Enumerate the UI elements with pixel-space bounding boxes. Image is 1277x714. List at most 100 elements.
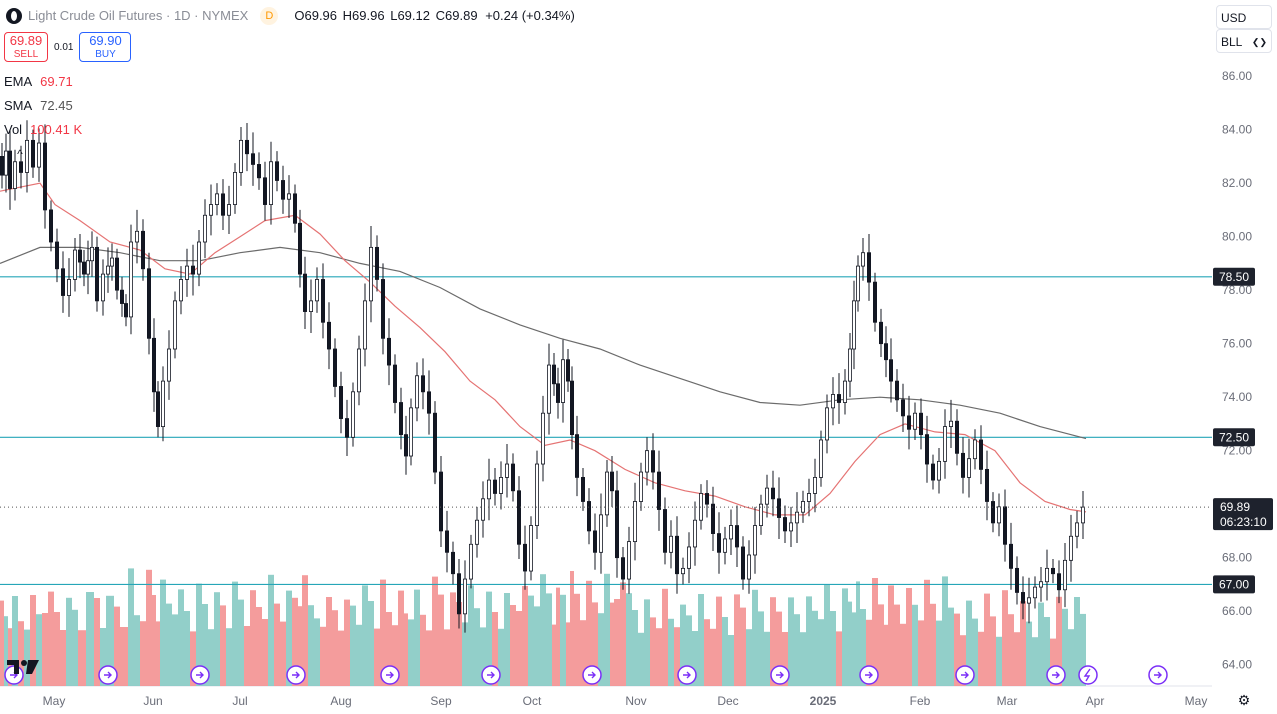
volume-bar — [852, 612, 856, 686]
candle-body — [621, 557, 626, 580]
volume-bar — [638, 632, 644, 686]
volume-bar — [1038, 602, 1044, 686]
volume-bar — [856, 581, 860, 686]
candle-body — [398, 402, 403, 436]
volume-bar — [668, 618, 674, 686]
volume-bar — [214, 592, 220, 686]
volume-bar — [680, 604, 686, 686]
event-arrow-icon — [104, 671, 112, 679]
candle-body — [362, 300, 367, 350]
event-arrow-icon — [386, 671, 394, 679]
sma-line — [0, 246, 1087, 440]
indicator-ema[interactable]: EMA 69.71 — [4, 74, 73, 89]
candle-body — [308, 300, 313, 312]
volume-bar — [286, 590, 292, 686]
volume-bar — [94, 598, 100, 686]
candle-body — [753, 525, 758, 556]
volume-bar — [120, 627, 128, 686]
candle-body — [314, 279, 319, 302]
volume-bar — [72, 609, 78, 686]
candle-body — [735, 525, 740, 548]
volume-bar — [1074, 597, 1080, 686]
candle-body — [208, 204, 213, 216]
volume-bar — [632, 610, 638, 686]
volume-bar — [586, 580, 592, 686]
volume-bar — [728, 635, 734, 686]
candle-body — [931, 463, 936, 481]
indicator-sma[interactable]: SMA 72.45 — [4, 98, 73, 113]
candle-body — [332, 348, 337, 387]
candle-body — [320, 279, 325, 323]
volume-bar — [686, 615, 692, 686]
candle-body — [124, 303, 129, 318]
candle-body — [274, 161, 279, 181]
candle-body — [338, 386, 343, 419]
volume-bar — [232, 581, 238, 686]
last-price-tag — [1213, 498, 1273, 531]
symbol-title[interactable]: Light Crude Oil Futures · 1D · NYMEX — [28, 8, 249, 23]
indicator-vol[interactable]: Vol 100.41 K — [4, 122, 83, 137]
candle-body — [848, 348, 853, 382]
volume-bar — [450, 592, 456, 686]
candle-body — [286, 193, 291, 200]
delayed-badge[interactable]: D — [260, 7, 279, 25]
volume-bar — [812, 610, 818, 686]
candle-body — [268, 161, 273, 205]
volume-bar — [704, 619, 710, 686]
volume-bar — [912, 604, 918, 686]
volume-bar — [408, 619, 414, 686]
candle-body — [825, 407, 830, 441]
candle-body — [202, 214, 207, 243]
volume-bar — [468, 585, 474, 686]
volume-bar — [178, 589, 184, 686]
candle-body — [913, 412, 918, 430]
sell-button[interactable]: 69.89 SELL — [4, 32, 48, 62]
candle-body — [220, 193, 225, 216]
chevron-up-icon[interactable]: ^ — [17, 147, 23, 161]
x-tick-label: Nov — [625, 694, 646, 708]
volume-bar — [160, 579, 166, 686]
volume-bar — [140, 621, 146, 686]
candle-body — [438, 471, 443, 532]
x-tick-label: Feb — [910, 694, 931, 708]
volume-bar — [432, 576, 438, 686]
event-arrow-icon — [1052, 671, 1060, 679]
volume-bar — [794, 614, 800, 686]
y-tick-label: 74.00 — [1222, 390, 1252, 404]
volume-bar — [878, 604, 884, 686]
gear-icon[interactable]: ⚙ — [1237, 692, 1251, 708]
event-arrow-icon — [292, 671, 300, 679]
volume-bar — [604, 573, 610, 686]
volume-bar — [444, 629, 450, 686]
currency-button[interactable]: USD — [1216, 5, 1272, 29]
volume-bar — [262, 619, 268, 686]
x-tick-label: Jun — [143, 694, 162, 708]
tradingview-logo[interactable] — [5, 656, 41, 678]
volume-bar — [106, 595, 114, 686]
candle-body — [561, 359, 566, 403]
candle-body — [955, 420, 960, 454]
candle-body — [256, 164, 261, 179]
candle-body — [250, 153, 255, 165]
unit-button[interactable]: BLL ❮❯ — [1216, 29, 1272, 53]
candle-body — [807, 493, 812, 502]
volume-bar — [830, 611, 836, 686]
candle-body — [599, 514, 604, 553]
candle-body — [547, 364, 552, 414]
candle-body — [867, 252, 872, 283]
y-tick-label: 86.00 — [1222, 69, 1252, 83]
candle-body — [741, 546, 746, 580]
volume-bar — [438, 594, 444, 686]
candle-body — [486, 479, 491, 500]
buy-button[interactable]: 69.90 BUY — [79, 32, 132, 62]
candle-body — [979, 439, 984, 470]
level-tag-label: 78.50 — [1219, 270, 1249, 284]
candle-body — [420, 375, 425, 393]
event-lightning-icon — [1078, 665, 1098, 685]
candle-body — [925, 434, 930, 465]
volume-bar — [990, 616, 996, 686]
volume-bar — [4, 616, 8, 686]
volume-bar — [1002, 590, 1008, 686]
candle-body — [771, 487, 776, 500]
